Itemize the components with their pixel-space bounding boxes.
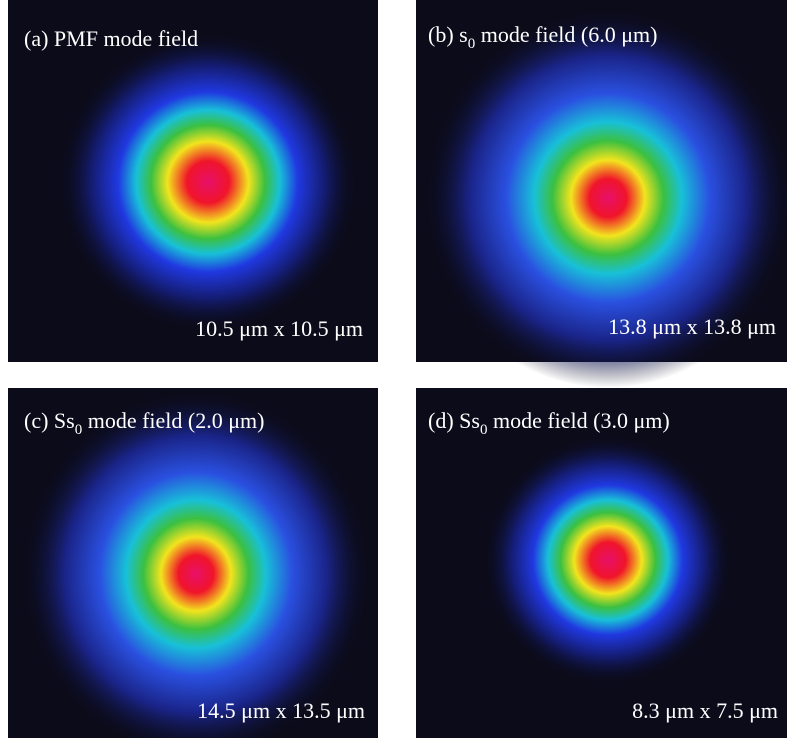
label-text: mode field (3.0 μm): [487, 408, 669, 433]
mode-size: 10.5 μm x 10.5 μm: [195, 316, 363, 341]
mode-spot: [58, 32, 358, 332]
label-text: (b) s: [428, 22, 468, 47]
panel-d: (d) Ss0 mode field (3.0 μm) 8.3 μm x 7.5…: [416, 388, 787, 738]
label-subscript: 0: [75, 422, 83, 438]
panel-b: (b) s0 mode field (6.0 μm) 13.8 μm x 13.…: [416, 0, 787, 388]
panel-a: (a) PMF mode field 10.5 μm x 10.5 μm: [8, 0, 378, 362]
panel-c: (c) Ss0 mode field (2.0 μm) 14.5 μm x 13…: [8, 388, 378, 738]
label-text: (d) Ss: [428, 408, 480, 433]
label-text: (c) Ss: [24, 408, 75, 433]
mode-size: 8.3 μm x 7.5 μm: [632, 698, 778, 723]
label-subscript: 0: [480, 422, 488, 438]
label-text: mode field (2.0 μm): [82, 408, 264, 433]
label-subscript: 0: [468, 36, 476, 52]
label-text: mode field (6.0 μm): [475, 22, 657, 47]
mode-spot: [483, 435, 733, 685]
mode-size: 14.5 μm x 13.5 μm: [197, 698, 365, 723]
panel-label: (a) PMF mode field: [24, 26, 198, 51]
figure: (a) PMF mode field 10.5 μm x 10.5 μm (b)…: [0, 0, 787, 738]
mode-size: 13.8 μm x 13.8 μm: [608, 314, 776, 339]
